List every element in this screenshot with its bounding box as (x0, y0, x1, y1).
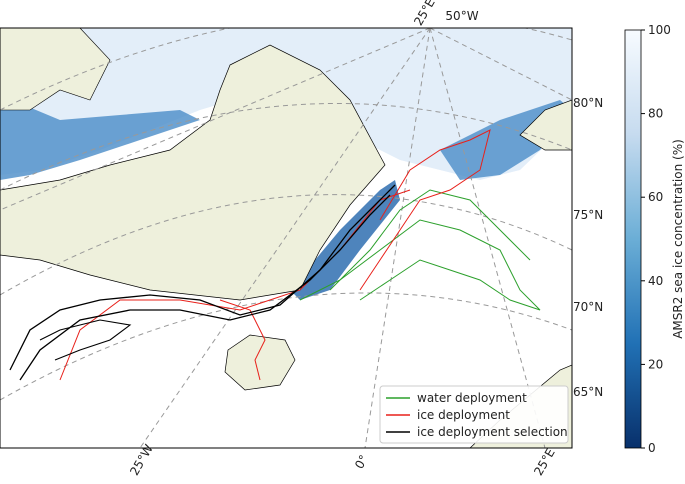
lat-label: 80°N (573, 96, 603, 110)
lon-label: 25°E (411, 0, 438, 28)
sea-ice (0, 28, 572, 180)
colorbar-tick-label: 80 (648, 107, 663, 121)
map (0, 28, 572, 448)
lon-label: 50°W (445, 9, 478, 23)
legend-label: ice deployment selection (417, 425, 568, 439)
colorbar (624, 29, 642, 449)
legend-label: ice deployment (417, 408, 510, 422)
colorbar-tick-label: 0 (648, 441, 656, 455)
colorbar-tick-label: 40 (648, 274, 663, 288)
lat-label: 70°N (573, 300, 603, 314)
lon-label: 0° (352, 453, 371, 472)
greenland (0, 44, 386, 301)
colorbar-tick-label: 100 (648, 23, 671, 37)
legend: water deployment ice deployment ice deploy… (379, 385, 569, 444)
legend-label: water deployment (417, 391, 527, 405)
lon-label: 25°E (531, 446, 558, 478)
iceland (224, 334, 296, 391)
colorbar-label: AMSR2 sea ice concentration (%) (671, 139, 685, 339)
colorbar-tick-label: 20 (648, 357, 663, 371)
lat-label: 75°N (573, 208, 603, 222)
lat-label: 65°N (573, 385, 603, 399)
colorbar-tick-label: 60 (648, 190, 663, 204)
